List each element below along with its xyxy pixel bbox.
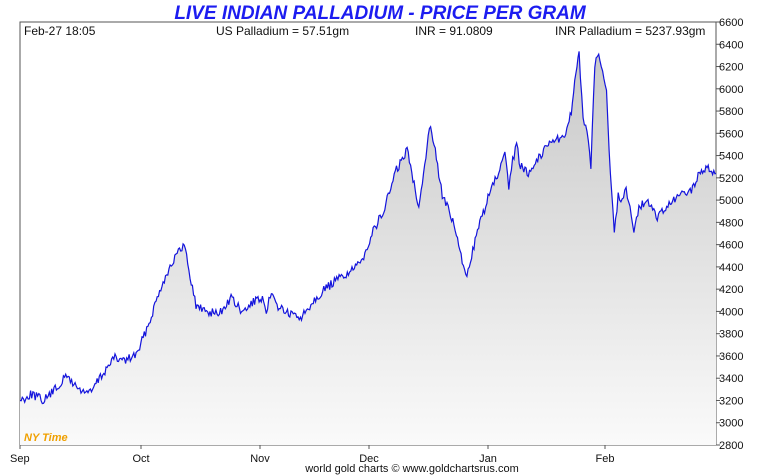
y-tick-label: 5400: [719, 151, 743, 163]
y-tick-label: 5200: [719, 173, 743, 185]
y-tick-label: 6000: [719, 84, 743, 96]
header-fx-rate: INR = 91.0809: [415, 24, 493, 38]
x-tick-label: Jan: [479, 453, 497, 465]
chart-title: LIVE INDIAN PALLADIUM - PRICE PER GRAM: [174, 3, 586, 24]
y-tick-label: 6200: [719, 62, 743, 74]
x-tick-label: Nov: [250, 453, 270, 465]
y-tick-label: 4000: [719, 306, 743, 318]
y-tick-label: 3600: [719, 351, 743, 363]
x-tick-label: Dec: [359, 453, 379, 465]
y-tick-label: 6600: [719, 17, 743, 29]
header-datetime: Feb-27 18:05: [24, 24, 96, 38]
y-tick-label: 5000: [719, 195, 743, 207]
price-line: [19, 51, 717, 405]
x-tick-label: Feb: [596, 453, 615, 465]
y-tick-label: 3200: [719, 395, 743, 407]
header-inr-price: INR Palladium = 5237.93gm: [555, 24, 705, 38]
axes: 2800 3000 3200 3400 3600 3800 4000 4200 4400 4600…: [10, 17, 743, 465]
timezone-label: NY Time: [24, 432, 68, 444]
y-tick-label: 6400: [719, 39, 743, 51]
x-tick-label: Oct: [132, 453, 149, 465]
y-tick-label: 4200: [719, 284, 743, 296]
y-tick-label: 5600: [719, 128, 743, 140]
y-tick-label: 4400: [719, 262, 743, 274]
x-tick-label: Sep: [10, 453, 30, 465]
footer-credit: world gold charts © www.goldchartsrus.co…: [304, 463, 519, 475]
y-tick-label: 4600: [719, 240, 743, 252]
y-tick-label: 3000: [719, 418, 743, 430]
y-tick-label: 2800: [719, 440, 743, 452]
y-tick-label: 5800: [719, 106, 743, 118]
y-tick-label: 3400: [719, 373, 743, 385]
y-tick-label: 3800: [719, 329, 743, 341]
header-us-price: US Palladium = 57.51gm: [216, 24, 349, 38]
y-tick-label: 4800: [719, 217, 743, 229]
price-series: [19, 51, 717, 446]
